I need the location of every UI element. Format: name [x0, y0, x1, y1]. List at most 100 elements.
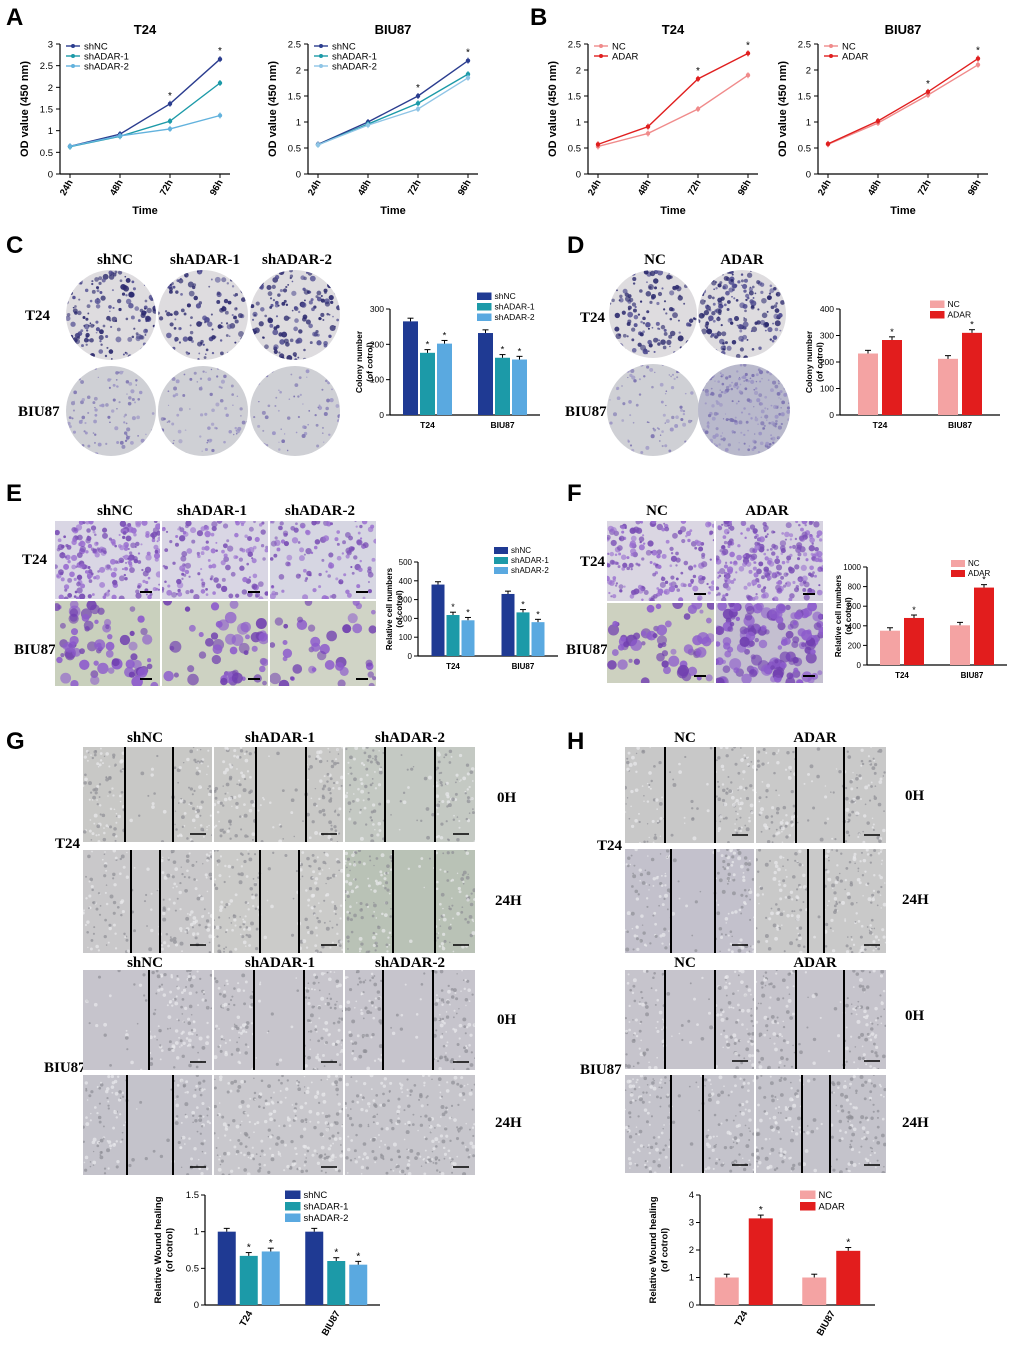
- cell-dot: [762, 427, 765, 430]
- cell-dot: [214, 426, 217, 430]
- cell-dot: [169, 938, 174, 942]
- cell-dot: [752, 566, 757, 571]
- cell-dot: [106, 1096, 109, 1100]
- cell-dot: [214, 886, 219, 891]
- bar: [478, 333, 493, 415]
- cell-dot: [652, 572, 657, 577]
- y-tick-label: 1000: [843, 563, 861, 572]
- cell-dot: [691, 603, 703, 610]
- cell-dot: [266, 899, 269, 902]
- cell-dot: [324, 660, 335, 670]
- cell-dot: [348, 1033, 353, 1038]
- cell-dot: [714, 380, 716, 382]
- cell-dot: [617, 446, 620, 449]
- cell-dot: [155, 571, 160, 578]
- cell-dot: [327, 562, 335, 569]
- cell-dot: [321, 794, 325, 798]
- cell-dot: [145, 893, 148, 897]
- cell-dot: [107, 826, 110, 828]
- cell-dot: [182, 563, 186, 567]
- cell-dot: [190, 1157, 194, 1161]
- cell-dot: [154, 1008, 157, 1011]
- significance-star: *: [976, 46, 980, 57]
- cell-dot: [196, 749, 199, 751]
- cell-dot: [69, 571, 75, 578]
- cell-dot: [440, 892, 445, 897]
- significance-star: *: [443, 330, 447, 341]
- cell-dot: [372, 749, 375, 752]
- cell-dot: [247, 591, 253, 598]
- cell-dot: [181, 815, 185, 820]
- cell-dot: [233, 987, 236, 990]
- cell-dot: [105, 944, 108, 946]
- cell-dot: [264, 353, 269, 357]
- cell-dot: [107, 589, 111, 593]
- cell-dot: [152, 536, 156, 540]
- cell-dot: [346, 791, 349, 794]
- cell-dot: [651, 326, 654, 329]
- cell-dot: [735, 571, 738, 574]
- cell-dot: [167, 420, 171, 423]
- cell-dot: [455, 773, 459, 777]
- cell-dot: [191, 1045, 195, 1049]
- cell-dot: [361, 1033, 366, 1038]
- cell-dot: [369, 859, 372, 862]
- cell-dot: [785, 572, 789, 576]
- cell-dot: [99, 752, 103, 755]
- micrograph-texture: [698, 270, 786, 358]
- cell-dot: [209, 789, 212, 794]
- cell-dot: [134, 401, 137, 404]
- cell-dot: [93, 660, 99, 666]
- cell-dot: [743, 407, 746, 410]
- cell-dot: [617, 565, 621, 569]
- cell-dot: [328, 451, 332, 456]
- cell-dot: [56, 547, 61, 552]
- cell-dot: [674, 424, 679, 428]
- cell-dot: [449, 923, 452, 926]
- cell-dot: [318, 872, 322, 876]
- cell-dot: [105, 902, 109, 906]
- cell-dot: [473, 840, 475, 842]
- cell-dot: [375, 917, 378, 919]
- cell-dot: [211, 328, 214, 331]
- cell-dot: [324, 291, 327, 294]
- cell-dot: [673, 377, 676, 381]
- cell-dot: [470, 892, 473, 895]
- cell-dot: [235, 805, 239, 810]
- cell-dot: [123, 566, 128, 571]
- cell-dot: [314, 1025, 318, 1028]
- cell-dot: [736, 370, 739, 373]
- cell-dot: [278, 441, 280, 443]
- cell-dot: [788, 566, 793, 572]
- cell-dot: [87, 535, 90, 538]
- cell-dot: [308, 864, 311, 867]
- cell-dot: [707, 427, 710, 429]
- cell-dot: [774, 558, 781, 565]
- cell-dot: [158, 434, 161, 439]
- cell-dot: [180, 1044, 183, 1047]
- cell-dot: [621, 385, 623, 387]
- x-tick-label: 96h: [208, 178, 226, 198]
- cell-dot: [607, 563, 611, 568]
- cell-dot: [708, 315, 714, 322]
- cell-dot: [193, 593, 200, 599]
- cell-dot: [467, 1022, 472, 1027]
- cell-dot: [125, 434, 128, 437]
- cell-dot: [88, 798, 91, 801]
- cell-dot: [440, 822, 444, 826]
- cell-dot: [711, 523, 714, 528]
- data-point: [645, 131, 651, 136]
- cell-dot: [317, 1058, 322, 1062]
- cell-dot: [59, 552, 66, 559]
- x-tick-label: 24h: [306, 178, 324, 198]
- cell-dot: [345, 747, 348, 751]
- cell-dot: [204, 447, 208, 452]
- cell-dot: [216, 850, 219, 852]
- cell-dot: [637, 313, 641, 316]
- cell-dot: [711, 376, 714, 378]
- cell-dot: [166, 332, 172, 339]
- cell-dot: [474, 1057, 475, 1059]
- cell-dot: [197, 554, 201, 559]
- cell-dot: [87, 312, 90, 315]
- cell-dot: [157, 536, 160, 542]
